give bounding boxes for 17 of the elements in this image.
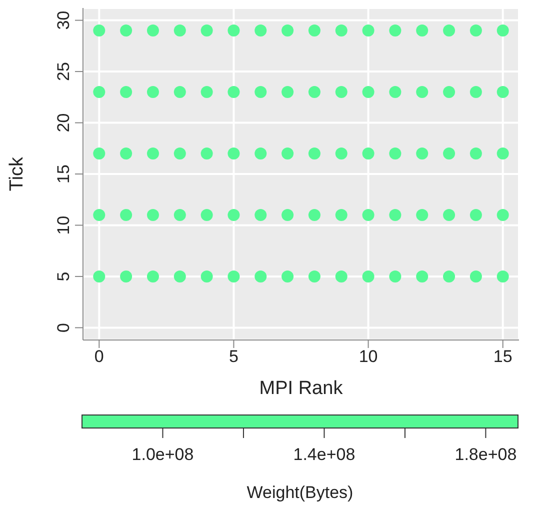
y-tick-label: 30 (54, 10, 73, 30)
x-axis-title: MPI Rank (259, 378, 344, 399)
color-bar-title: Weight(Bytes) (246, 483, 354, 502)
x-tick-label: 0 (94, 347, 104, 366)
y-tick-label: 0 (54, 322, 73, 332)
x-tick-label: 15 (493, 347, 512, 366)
y-tick-label: 10 (54, 216, 73, 235)
x-tick-label: 5 (228, 347, 238, 366)
color-bar-label: 1.0e+08 (132, 445, 194, 464)
y-tick-label: 15 (54, 164, 73, 184)
color-bar-label: 1.8e+08 (454, 445, 517, 464)
y-tick-label: 5 (54, 272, 73, 282)
color-bar-label: 1.4e+08 (293, 445, 356, 464)
y-tick-label: 20 (54, 113, 73, 132)
x-tick-label: 10 (358, 347, 378, 366)
y-tick-label: 25 (54, 62, 73, 81)
y-axis-title: Tick (6, 156, 28, 192)
